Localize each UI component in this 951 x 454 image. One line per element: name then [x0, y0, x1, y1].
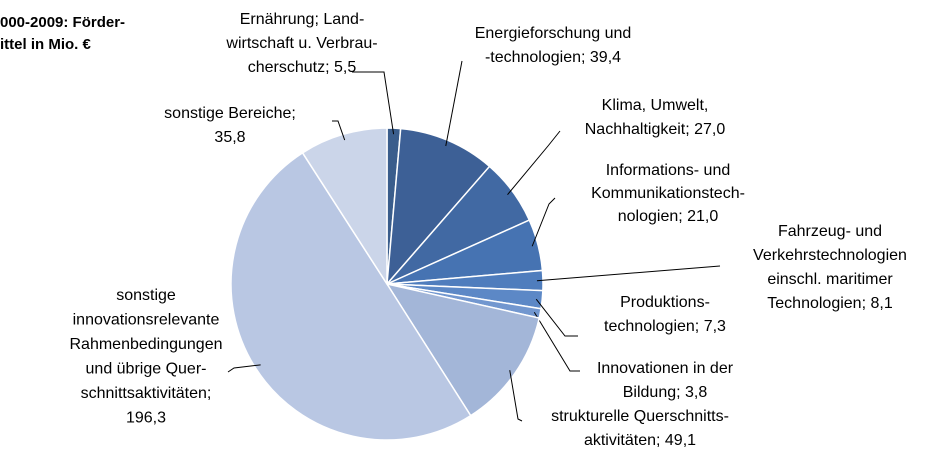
leader-line — [227, 364, 261, 373]
value-label: 27,0 — [694, 121, 725, 138]
value-label: 35,8 — [214, 129, 245, 146]
data-label: Produktions-technologien; 7,3 — [604, 294, 726, 335]
data-label: sonstige Bereiche; — [164, 105, 296, 122]
leader-line — [445, 60, 463, 147]
leader-line — [507, 130, 561, 196]
value-label: 196,3 — [126, 410, 166, 427]
data-label: Ernährung; Land-wirtschaft u. Verbrau-ch… — [225, 11, 377, 76]
value-label: 3,8 — [685, 384, 707, 401]
leader-line — [533, 312, 580, 372]
pie-slice — [386, 127, 491, 287]
data-label: Energieforschung und -technologien; 39,4 — [475, 25, 632, 66]
value-label: 21,0 — [687, 208, 718, 225]
pie-slice — [385, 282, 541, 417]
value-label: 8,1 — [870, 295, 892, 312]
data-label: Informations- und Kommunikationstech-nolo… — [591, 162, 745, 225]
pie-slice — [230, 151, 472, 441]
leader-line — [332, 120, 346, 141]
chart-title: 000-2009: Förder-ittel in Mio. € — [0, 14, 125, 53]
value-label: 49,1 — [665, 432, 696, 449]
data-label: strukturelle Querschnitts-aktivitäten; 4… — [551, 408, 729, 449]
data-label: Innovationen in der Bildung; 3,8 — [597, 360, 734, 401]
data-label: sonstige innovationsrelevante Rahmenbeding… — [69, 287, 222, 402]
leader-line — [536, 265, 721, 282]
leader-line — [352, 71, 395, 135]
leader-line — [531, 197, 556, 247]
value-label: 39,4 — [590, 49, 621, 66]
data-label: Fahrzeug- und Verkehrstechnologien einschl… — [753, 223, 907, 312]
data-label: Klima, Umwelt, Nachhaltigkeit; 27,0 — [585, 97, 726, 138]
leader-line — [509, 370, 523, 422]
leader-line — [535, 298, 578, 337]
value-label: 7,3 — [704, 318, 726, 335]
value-label: 5,5 — [334, 59, 356, 76]
